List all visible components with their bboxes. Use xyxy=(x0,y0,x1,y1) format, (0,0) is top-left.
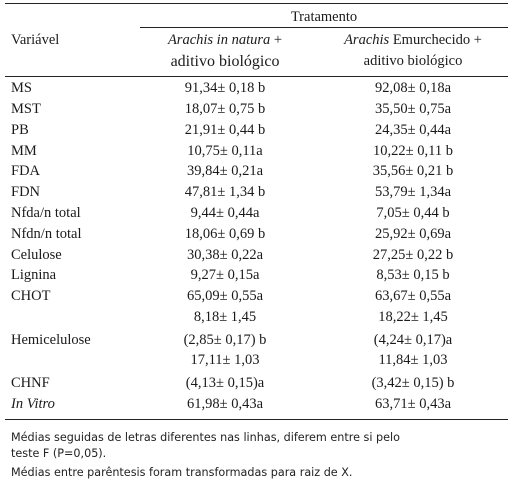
cell-emurchecido: 53,79± 1,34a xyxy=(374,184,452,200)
cell-in-natura: 61,98± 0,43a xyxy=(186,396,264,412)
cell-emurchecido: 18,22± 1,45 xyxy=(378,309,448,325)
cell-in-natura: 18,06± 0,69 b xyxy=(184,226,266,242)
cell-emurchecido: 11,84± 1,03 xyxy=(378,352,448,368)
cell-in-natura: (2,85± 0,17) b xyxy=(183,332,267,348)
row-label: Hemicelulose xyxy=(11,332,91,348)
treatment-group-rule xyxy=(140,27,508,28)
cell-in-natura: (4,13± 0,15)a xyxy=(185,375,265,391)
footnote: Médias entre parêntesis foram transforma… xyxy=(11,466,353,479)
row-label: Celulose xyxy=(11,247,62,263)
cell-emurchecido: (4,24± 0,17)a xyxy=(373,332,453,348)
column-header-emurchecido-italic: Arachis xyxy=(344,32,390,48)
cell-emurchecido: (3,42± 0,15) b xyxy=(371,375,455,391)
cell-in-natura: 47,81± 1,34 b xyxy=(184,184,266,200)
header-bottom-rule xyxy=(5,76,508,77)
cell-in-natura: 21,91± 0,44 b xyxy=(184,122,266,138)
cell-emurchecido: 63,71± 0,43a xyxy=(374,396,452,412)
variable-column-header: Variável xyxy=(11,32,60,48)
cell-emurchecido: 27,25± 0,22 b xyxy=(372,247,454,263)
cell-emurchecido: 92,08± 0,18a xyxy=(374,80,452,96)
cell-emurchecido: 7,05± 0,44 b xyxy=(376,205,450,221)
row-label: In Vitro xyxy=(11,396,55,412)
row-label: Nfdn/n total xyxy=(11,226,82,242)
footnote: teste F (P=0,05). xyxy=(11,447,107,460)
cell-in-natura: 8,18± 1,45 xyxy=(193,309,257,325)
column-header-in-natura-italic: Arachis in natura xyxy=(167,32,271,48)
column-header-in-natura-line2: aditivo biológico xyxy=(170,53,280,70)
row-label: Lignina xyxy=(11,267,57,283)
row-label: Nfda/n total xyxy=(11,205,81,221)
cell-emurchecido: 35,50± 0,75a xyxy=(374,101,452,117)
cell-in-natura: 18,07± 0,75 b xyxy=(184,101,266,117)
row-label: CHNF xyxy=(11,375,50,391)
cell-emurchecido: 35,56± 0,21 b xyxy=(372,163,454,179)
row-label: CHOT xyxy=(11,288,51,304)
row-label: MM xyxy=(11,143,37,159)
footnote: Médias seguidas de letras diferentes nas… xyxy=(11,431,400,444)
cell-emurchecido: 8,53± 0,15 b xyxy=(376,267,450,283)
cell-emurchecido: 25,92± 0,69a xyxy=(374,226,452,242)
row-label: FDA xyxy=(11,163,41,179)
cell-in-natura: 9,27± 0,15a xyxy=(190,267,260,283)
cell-in-natura: 91,34± 0,18 b xyxy=(184,80,266,96)
cell-in-natura: 17,11± 1,03 xyxy=(190,352,260,368)
cell-emurchecido: 63,67± 0,55a xyxy=(374,288,452,304)
table-top-rule xyxy=(5,3,508,4)
table-bottom-rule xyxy=(5,419,508,420)
row-label: PB xyxy=(11,122,29,138)
cell-emurchecido: 24,35± 0,44a xyxy=(374,122,452,138)
column-header-emurchecido: Arachis Emurchecido + xyxy=(318,33,508,48)
column-header-emurchecido-line2: aditivo biológico xyxy=(363,53,463,69)
column-header-emurchecido-suffix: Emurchecido + xyxy=(389,32,482,48)
column-header-in-natura: Arachis in natura + xyxy=(140,33,310,48)
row-label: FDN xyxy=(11,184,41,200)
cell-in-natura: 65,09± 0,55a xyxy=(186,288,264,304)
cell-in-natura: 30,38± 0,22a xyxy=(186,247,264,263)
cell-in-natura: 39,84± 0,21a xyxy=(186,163,264,179)
cell-in-natura: 9,44± 0,44a xyxy=(190,205,260,221)
cell-in-natura: 10,75± 0,11a xyxy=(187,143,263,159)
cell-emurchecido: 10,22± 0,11 b xyxy=(373,143,453,159)
row-label: MS xyxy=(11,80,32,96)
treatment-group-header: Tratamento xyxy=(290,9,358,25)
column-header-in-natura-suffix: + xyxy=(270,32,283,48)
row-label: MST xyxy=(11,101,41,117)
